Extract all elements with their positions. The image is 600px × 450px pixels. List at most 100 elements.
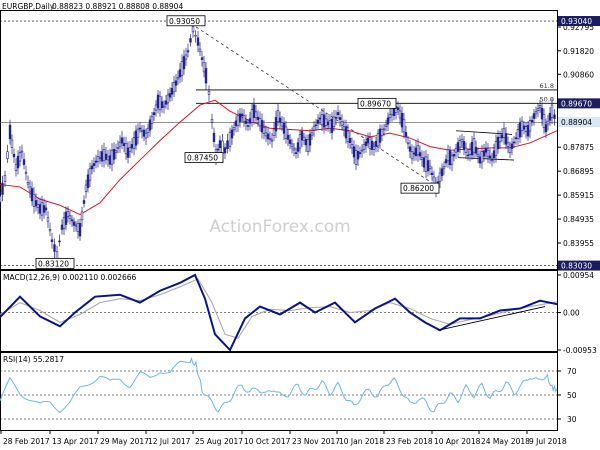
candle-body (414, 147, 418, 157)
candle-body (128, 147, 132, 152)
candle-body (506, 142, 510, 147)
candle-body (68, 215, 72, 219)
candle-body (498, 137, 502, 143)
candle-body (384, 124, 388, 128)
candle-body (276, 110, 280, 122)
candle-body (536, 108, 540, 111)
candle-body (352, 146, 356, 158)
candle-body (126, 147, 130, 158)
candle-body (376, 133, 380, 147)
candle-body (250, 109, 254, 123)
chart-ohlc: 0.88823 0.88921 0.88808 0.88904 (52, 2, 183, 11)
candle-body (472, 138, 476, 153)
candle-body (288, 139, 292, 144)
candle-body (212, 132, 216, 142)
candle-body (152, 112, 156, 115)
candle-body (53, 244, 56, 252)
candle-body (236, 115, 240, 127)
candle-body (258, 118, 262, 127)
candle-body (358, 152, 362, 154)
candle-body (230, 129, 234, 139)
candle-body (342, 126, 346, 131)
candle-body (502, 128, 506, 138)
candle-body (12, 153, 16, 158)
candle-body (284, 126, 288, 139)
candle-body (223, 147, 227, 154)
price-annotation-box (35, 258, 75, 269)
candle-body (442, 166, 446, 169)
candle-body (256, 116, 260, 121)
candle-body (248, 118, 252, 124)
candle-body (164, 100, 168, 105)
candle-body (186, 50, 190, 53)
candle-body (62, 216, 66, 229)
candle-body (512, 141, 516, 144)
candle-body (221, 140, 224, 154)
price-tick-label: 0.92795 (563, 23, 594, 32)
candle-body (174, 80, 178, 86)
candle-body (96, 156, 100, 162)
candle-body (542, 114, 546, 128)
candle-body (400, 112, 404, 128)
candle-body (340, 121, 344, 126)
candle-body (500, 134, 504, 139)
price-highlight-box (558, 16, 600, 27)
candle-body (178, 69, 182, 78)
candle-body (78, 223, 82, 237)
candle-body (388, 114, 392, 118)
candle-body (362, 144, 366, 150)
candle-body (410, 151, 414, 160)
candle-body (184, 54, 188, 60)
price-panel-frame (0, 10, 558, 270)
candle-body (176, 77, 180, 80)
candle-body (114, 150, 118, 153)
candle-body (404, 132, 408, 137)
candle-body (260, 120, 264, 133)
candle-body (112, 148, 116, 160)
x-tick-label: 23 Feb 2018 (386, 437, 433, 446)
candle-body (154, 104, 158, 111)
price-highlight-label: 0.93040 (561, 17, 592, 26)
candle-body (86, 174, 90, 188)
price-annotation-label: 0.89670 (360, 99, 391, 108)
candle-body (40, 202, 44, 216)
candle-body (430, 172, 434, 176)
candle-body (138, 127, 142, 130)
candle-body (10, 139, 14, 148)
candle-body (98, 157, 102, 159)
candle-body (170, 88, 174, 95)
x-tick-label: 10 Oct 2017 (244, 437, 291, 446)
price-highlight-box (558, 260, 600, 271)
candle-body (8, 124, 12, 140)
candle-body (182, 56, 186, 70)
candle-body (553, 114, 556, 119)
candle-body (396, 107, 400, 111)
candle-body (466, 154, 470, 157)
candle-body (334, 117, 338, 119)
candle-body (76, 223, 80, 232)
candle-body (60, 224, 64, 230)
candle-body (20, 150, 24, 153)
candle-body (234, 120, 238, 127)
candle-body (488, 155, 492, 158)
candle-body (266, 133, 270, 140)
rsi-line (0, 356, 558, 413)
candle-body (82, 200, 86, 204)
price-tick-label: 0.91820 (563, 47, 594, 56)
candle-body (460, 138, 464, 143)
candle-body (232, 127, 236, 131)
price-annotation-box (357, 97, 397, 109)
candle-body (118, 141, 122, 147)
candle-body (454, 148, 458, 153)
candle-body (160, 101, 164, 108)
candle-body (166, 94, 170, 104)
candle-body (72, 221, 76, 226)
candle-body (228, 131, 232, 147)
candle-body (202, 62, 206, 73)
candle-body (1, 182, 4, 195)
candle-body (66, 211, 70, 217)
candle-body (46, 217, 50, 222)
candle-body (22, 159, 26, 165)
price-tick-label: 0.84935 (563, 215, 594, 224)
candle-body (84, 184, 88, 192)
